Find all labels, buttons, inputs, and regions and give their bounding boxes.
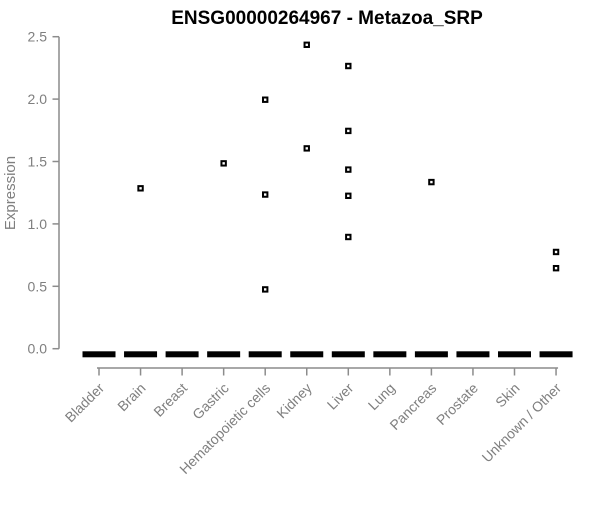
zero-expression-bar xyxy=(414,351,448,358)
x-tick-label: Skin xyxy=(492,380,523,411)
data-point xyxy=(220,160,227,167)
x-tick-label: Breast xyxy=(150,380,190,420)
y-tick-label: 1.0 xyxy=(28,216,48,232)
zero-expression-bar xyxy=(331,351,365,358)
data-points xyxy=(137,41,560,293)
data-point xyxy=(303,41,310,48)
zero-expression-bar xyxy=(498,351,531,358)
x-tick-label: Prostate xyxy=(433,380,481,428)
zero-expression-bar xyxy=(290,351,324,358)
data-point xyxy=(303,145,310,152)
data-point xyxy=(137,185,144,192)
data-point xyxy=(552,248,560,256)
zero-expression-bars xyxy=(82,351,573,358)
data-point xyxy=(262,286,269,293)
data-point xyxy=(552,264,560,272)
zero-expression-bar xyxy=(539,351,573,358)
data-point xyxy=(345,166,352,173)
data-point xyxy=(345,233,352,241)
x-tick-label: Brain xyxy=(114,380,148,414)
data-point xyxy=(345,127,352,135)
y-tick-label: 2.5 xyxy=(28,29,48,45)
chart-title: ENSG00000264967 - Metazoa_SRP xyxy=(171,8,483,29)
x-tick-label: Liver xyxy=(324,380,357,413)
zero-expression-bar xyxy=(124,351,158,358)
y-tick-label: 0.5 xyxy=(28,278,48,294)
data-point xyxy=(262,191,269,198)
zero-expression-bar xyxy=(82,351,116,358)
zero-expression-bar xyxy=(165,351,199,358)
zero-expression-bar xyxy=(207,351,241,358)
y-axis-label: Expression xyxy=(2,156,19,230)
data-point xyxy=(428,178,435,186)
zero-expression-bar xyxy=(248,351,282,358)
data-point xyxy=(345,62,352,70)
y-tick-label: 2.0 xyxy=(28,91,48,107)
y-axis: 0.0 0.5 1.0 1.5 2.0 2.5 xyxy=(28,29,60,357)
y-tick-label: 0.0 xyxy=(28,341,48,357)
x-tick-label: Kidney xyxy=(273,380,315,422)
x-tick-label: Unknown / Other xyxy=(479,380,565,466)
zero-expression-bar xyxy=(456,351,490,358)
y-tick-label: 1.5 xyxy=(28,154,48,170)
x-tick-label: Lung xyxy=(365,380,398,413)
data-point xyxy=(262,96,269,103)
x-tick-label: Bladder xyxy=(62,380,108,426)
zero-expression-bar xyxy=(373,351,407,358)
data-point xyxy=(345,192,352,200)
